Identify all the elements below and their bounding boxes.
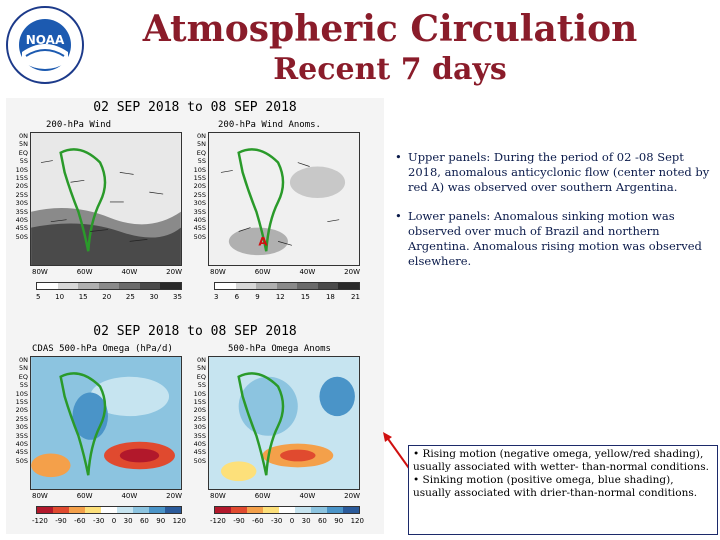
lower-left-colorbar-labels: -120 -90 -60 -30 0 30 60 90 120 [32, 517, 186, 525]
colorbar-swatch [311, 507, 327, 513]
omega-legend-note: • Rising motion (negative omega, yellow/… [408, 445, 718, 535]
colorbar-swatch [247, 507, 263, 513]
upper-left-colorbar-labels: 5 10 15 20 25 30 35 [36, 293, 182, 301]
omega-500hpa-map [30, 356, 182, 490]
lower-left-lat-labels: 0N 5N EQ 5S 10S 15S 20S 25S 30S 35S 40S 45S 50S [15, 356, 28, 465]
omega-anomaly-500hpa-map [208, 356, 360, 490]
upper-right-colorbar [214, 282, 360, 290]
colorbar-swatch [133, 507, 149, 513]
colorbar-swatch [215, 283, 236, 289]
colorbar-swatch [343, 507, 359, 513]
colorbar-swatch [57, 283, 79, 289]
colorbar-swatch [37, 507, 53, 513]
colorbar-swatch [263, 507, 279, 513]
svg-text:A: A [258, 234, 268, 248]
colorbar-swatch [117, 507, 133, 513]
colorbar-swatch [85, 507, 101, 513]
colorbar-swatch [338, 283, 360, 289]
bullet-marker: • [395, 150, 402, 164]
colorbar-swatch [231, 507, 247, 513]
lower-right-colorbar-labels: -120 -90 -60 -30 0 30 60 90 120 [210, 517, 364, 525]
analysis-bullets: • Upper panels: During the period of 02 … [392, 150, 710, 283]
upper-right-colorbar-labels: 3 6 9 12 15 18 21 [214, 293, 360, 301]
upper-right-panel-title: 200-hPa Wind Anoms. [218, 120, 321, 130]
lower-map-panels: 02 SEP 2018 to 08 SEP 2018 CDAS 500-hPa … [6, 322, 384, 534]
colorbar-swatch [69, 507, 85, 513]
wind-200hpa-map [30, 132, 182, 266]
colorbar-swatch [279, 507, 295, 513]
upper-left-panel-title: 200-hPa Wind [46, 120, 112, 130]
lower-right-panel-title: 500-hPa Omega Anoms [228, 344, 331, 354]
colorbar-swatch [297, 283, 318, 289]
colorbar-swatch [101, 507, 117, 513]
colorbar-swatch [256, 283, 277, 289]
upper-right-lon-labels: 80W 60W 40W 20W [210, 268, 360, 276]
lower-left-lon-labels: 80W 60W 40W 20W [32, 492, 182, 500]
colorbar-swatch [78, 283, 99, 289]
lower-left-colorbar [36, 506, 182, 514]
colorbar-swatch [327, 507, 343, 513]
colorbar-swatch [165, 507, 181, 513]
colorbar-swatch [98, 283, 120, 289]
slide-title: Atmospheric Circulation [142, 8, 638, 50]
colorbar-swatch [53, 507, 69, 513]
lower-left-panel-title: CDAS 500-hPa Omega (hPa/d) [32, 344, 173, 354]
colorbar-swatch [276, 283, 298, 289]
maps-figure: 02 SEP 2018 to 08 SEP 2018 200-hPa Wind … [6, 98, 384, 534]
colorbar-swatch [139, 283, 161, 289]
bullet-text: Lower panels: Anomalous sinking motion w… [408, 209, 702, 268]
svg-text:NOAA: NOAA [26, 33, 65, 47]
bullet-marker: • [395, 209, 402, 223]
bullet-upper-panels: • Upper panels: During the period of 02 … [392, 150, 710, 195]
lower-right-lon-labels: 80W 60W 40W 20W [210, 492, 360, 500]
upper-left-colorbar [36, 282, 182, 290]
colorbar-swatch [160, 283, 182, 289]
colorbar-swatch [119, 283, 140, 289]
colorbar-swatch [317, 283, 339, 289]
wind-anomaly-200hpa-map: A [208, 132, 360, 266]
lower-right-lat-labels: 0N 5N EQ 5S 10S 15S 20S 25S 30S 35S 40S 45S 50S [193, 356, 206, 465]
note-rising-motion: • Rising motion (negative omega, yellow/… [413, 448, 709, 473]
upper-left-lon-labels: 80W 60W 40W 20W [32, 268, 182, 276]
note-sinking-motion: • Sinking motion (positive omega, blue s… [413, 474, 698, 499]
bullet-text: Upper panels: During the period of 02 -0… [408, 150, 710, 194]
slide-subtitle: Recent 7 days [273, 52, 507, 87]
upper-right-lat-labels: 0N 5N EQ 5S 10S 15S 20S 25S 30S 35S 40S 45S 50S [193, 132, 206, 241]
colorbar-swatch [215, 507, 231, 513]
colorbar-swatch [235, 283, 257, 289]
upper-left-lat-labels: 0N 5N EQ 5S 10S 15S 20S 25S 30S 35S 40S 45S 50S [15, 132, 28, 241]
bullet-lower-panels: • Lower panels: Anomalous sinking motion… [392, 209, 710, 269]
upper-period-label: 02 SEP 2018 to 08 SEP 2018 [93, 100, 297, 115]
colorbar-swatch [149, 507, 165, 513]
noaa-logo: NOAA [6, 6, 84, 84]
colorbar-swatch [37, 283, 58, 289]
lower-period-label: 02 SEP 2018 to 08 SEP 2018 [93, 324, 297, 339]
upper-map-panels: 02 SEP 2018 to 08 SEP 2018 200-hPa Wind … [6, 98, 384, 310]
colorbar-swatch [295, 507, 311, 513]
lower-right-colorbar [214, 506, 360, 514]
